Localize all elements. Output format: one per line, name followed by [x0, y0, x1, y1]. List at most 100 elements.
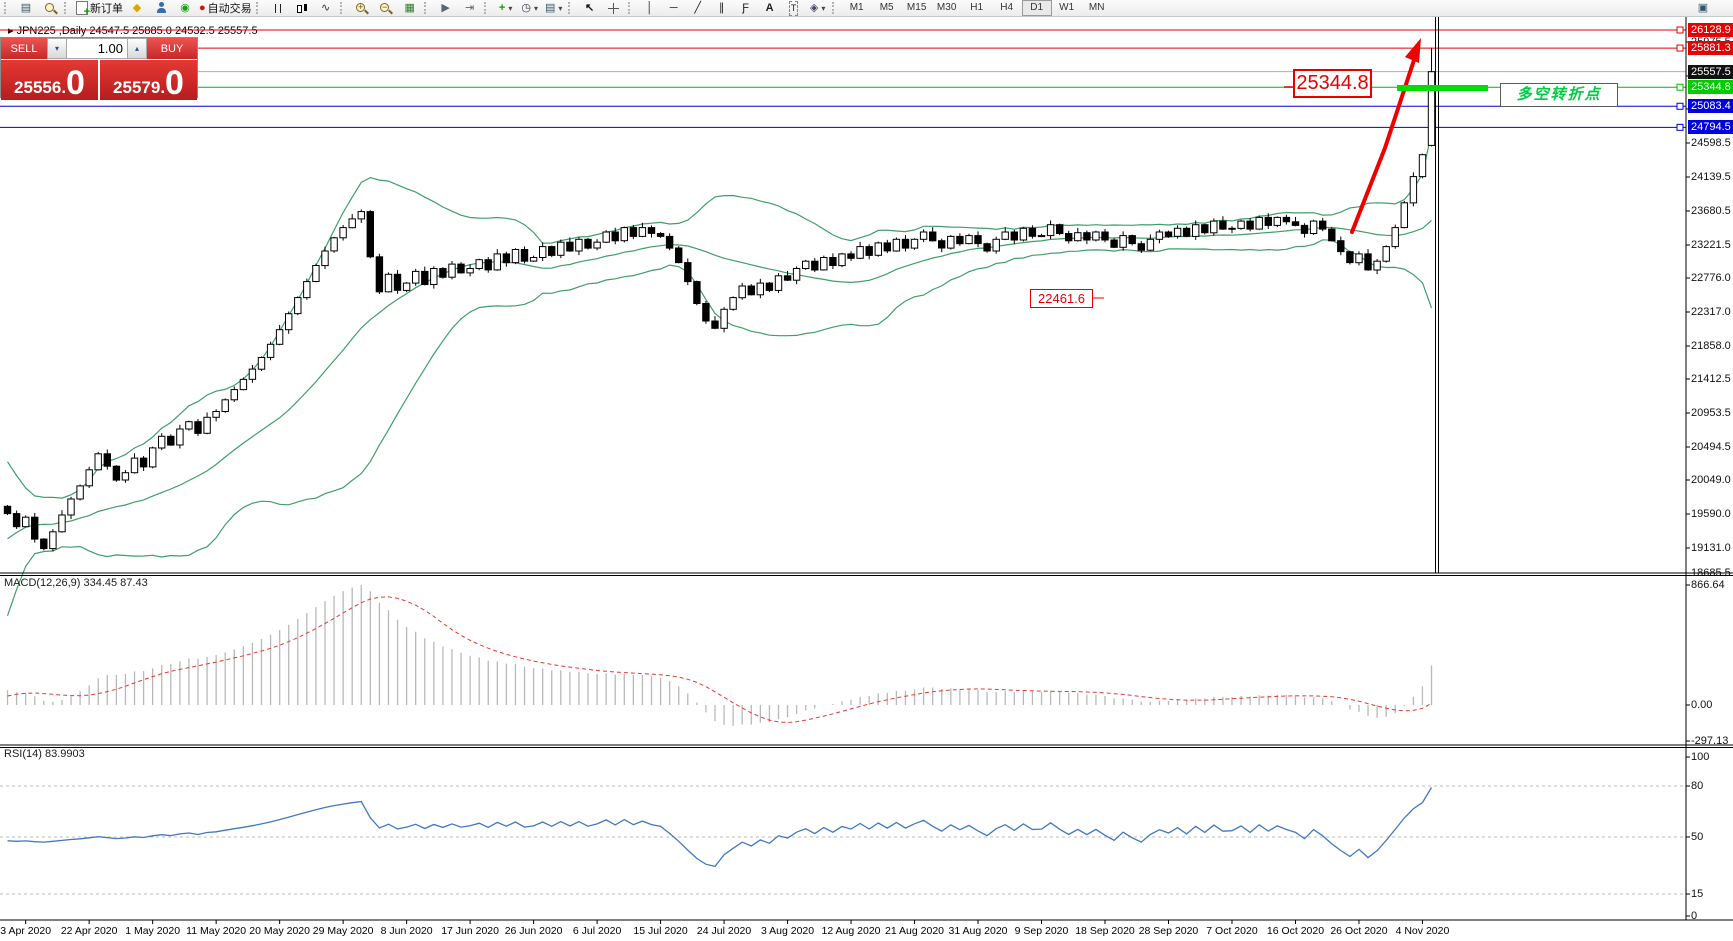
support-segment[interactable]: [1397, 85, 1488, 91]
auto-scroll-icon[interactable]: ▶: [441, 1, 450, 14]
date-label: 6 Jul 2020: [572, 925, 622, 937]
date-label: 7 Oct 2020: [1206, 925, 1258, 937]
date-label: 26 Jun 2020: [504, 925, 563, 937]
date-label: 17 Jun 2020: [441, 925, 499, 937]
timeframe-mn[interactable]: MN: [1088, 2, 1105, 13]
price-tick: 24139.5: [1691, 171, 1731, 183]
buy-price-pip: 0: [165, 64, 184, 102]
bar-chart-icon[interactable]: [266, 1, 290, 16]
signals-icon[interactable]: ◉: [180, 1, 190, 14]
horizontal-line-icon[interactable]: ─: [669, 1, 678, 14]
indicators-icon[interactable]: + ▾: [498, 1, 513, 14]
toolbar-group-handle[interactable]: [339, 2, 347, 14]
one-click-trade-panel: SELL ▾ ▴ BUY 25556.0 25579.0: [0, 37, 198, 100]
sell-price-pip: 0: [66, 64, 85, 102]
toolbar-group-handle[interactable]: [255, 2, 263, 14]
timeframe-d1[interactable]: D1: [1021, 0, 1052, 16]
timeframe-m5[interactable]: M5: [879, 2, 894, 13]
text-icon[interactable]: A: [765, 1, 774, 14]
indicator-tick: 866.64: [1691, 579, 1725, 591]
indicator-tick: 15: [1691, 888, 1704, 900]
line-chart-icon[interactable]: ∿: [321, 1, 331, 14]
new-chart-icon[interactable]: ▤: [20, 1, 32, 14]
equidistant-channel-icon[interactable]: ∥: [718, 1, 725, 14]
date-label: 29 May 2020: [312, 925, 374, 937]
buy-price[interactable]: 25579. 0: [100, 60, 197, 100]
zoom-out-icon[interactable]: −: [374, 1, 398, 16]
shapes-icon[interactable]: ◈ ▾: [809, 1, 826, 14]
chart-shift-icon[interactable]: ⇥: [465, 1, 475, 14]
volume-increase-button[interactable]: ▴: [127, 38, 147, 59]
date-label: 15 Jul 2020: [633, 925, 688, 937]
profiles-icon[interactable]: [38, 1, 62, 16]
price-tick: 22317.0: [1691, 306, 1731, 318]
community-icon[interactable]: [149, 1, 173, 16]
sell-price-main: 25556: [14, 78, 62, 97]
toolbar-group-handle[interactable]: [64, 2, 71, 14]
timeframe-m30[interactable]: M30: [936, 2, 957, 13]
zoom-in-icon[interactable]: +: [350, 1, 374, 16]
toolbar-group-handle[interactable]: [567, 2, 575, 14]
volume-decrease-button[interactable]: ▾: [47, 38, 67, 59]
swing-low-annotation[interactable]: 22461.6: [1030, 289, 1093, 308]
rsi-label: RSI(14) 83.9903: [4, 748, 85, 760]
text-label-icon[interactable]: T: [782, 0, 806, 16]
price-tick: 20494.5: [1691, 441, 1731, 453]
indicator-tick: 50: [1691, 831, 1704, 843]
date-label: 9 Sep 2020: [1014, 925, 1069, 937]
toolbar-group-handle[interactable]: [4, 2, 11, 14]
timeframe-m1[interactable]: M1: [849, 2, 864, 13]
chart-title-text: JPN225 ,Daily 24547.5 25885.0 24532.5 25…: [16, 25, 258, 37]
autotrading-button[interactable]: ● 自动交易: [199, 1, 252, 16]
buy-price-main: 25579: [113, 78, 161, 97]
timeframe-w1[interactable]: W1: [1059, 2, 1075, 13]
toolbar-group-handle[interactable]: [627, 2, 635, 14]
macd-label: MACD(12,26,9) 334.45 87.43: [4, 577, 148, 589]
sell-button[interactable]: SELL: [1, 38, 47, 59]
fibonacci-icon[interactable]: Ƒ: [742, 1, 750, 14]
price-tick: 18685.5: [1691, 567, 1731, 579]
turning-point-note[interactable]: 多空转折点: [1500, 83, 1618, 107]
candle-chart-icon[interactable]: [290, 1, 314, 16]
trendline-icon[interactable]: ╱: [694, 1, 701, 14]
chart-title: ▸ JPN225 ,Daily 24547.5 25885.0 24532.5 …: [8, 24, 258, 37]
date-label: 26 Oct 2020: [1330, 925, 1388, 937]
date-label: 1 May 2020: [125, 925, 181, 937]
crosshair-icon[interactable]: [602, 1, 626, 16]
volume-input[interactable]: [67, 38, 127, 59]
templates-icon[interactable]: ▤ ▾: [544, 1, 563, 14]
periods-icon[interactable]: ◷ ▾: [521, 1, 538, 14]
cursor-icon[interactable]: ↖: [585, 1, 595, 14]
price-badge: 25881.3: [1688, 41, 1733, 55]
date-label: 3 Aug 2020: [760, 925, 815, 937]
toolbar-group-handle[interactable]: [831, 2, 839, 14]
indicator-tick: 100: [1691, 751, 1710, 763]
styles-bucket-icon[interactable]: ◆: [132, 1, 142, 14]
vertical-line-icon[interactable]: │: [646, 1, 654, 14]
timeframe-h1[interactable]: H1: [970, 2, 984, 13]
toolbar-group-handle[interactable]: [423, 2, 431, 14]
new-order-button[interactable]: 新订单: [74, 1, 125, 18]
sell-price-dot: .: [61, 78, 67, 97]
price-badge: 25344.8: [1688, 80, 1733, 94]
date-label: 24 Jul 2020: [696, 925, 752, 937]
price-tick: 19590.0: [1691, 508, 1731, 520]
timeframe-h4[interactable]: H4: [1000, 2, 1014, 13]
chart-title-marker: ▸: [8, 25, 14, 37]
tile-windows-icon[interactable]: ▦: [404, 1, 415, 14]
date-label: 11 May 2020: [186, 925, 247, 937]
price-tick: 24598.5: [1691, 137, 1731, 149]
price-level-annotation[interactable]: 25344.8: [1293, 69, 1372, 98]
price-badge: 24794.5: [1688, 120, 1733, 134]
buy-button[interactable]: BUY: [147, 38, 197, 59]
timeframe-m15[interactable]: M15: [906, 2, 927, 13]
toolbar: ▤ 新订单 ◆ ◉ ●自动交易 ∿ +−▦ ▶ ⇥ +▾ ◷▾ ▤▾ ↖ │ ─ ╱ ∥ Ƒ AT◈▾ M1 M5 M15…: [0, 0, 1733, 18]
date-label: 4 Nov 2020: [1395, 925, 1450, 937]
new-window-icon[interactable]: ▣: [1697, 1, 1709, 14]
sell-price[interactable]: 25556. 0: [1, 60, 100, 100]
date-label: 22 Apr 2020: [60, 925, 118, 937]
toolbar-group-handle[interactable]: [483, 2, 491, 14]
date-label: 18 Sep 2020: [1075, 925, 1135, 937]
